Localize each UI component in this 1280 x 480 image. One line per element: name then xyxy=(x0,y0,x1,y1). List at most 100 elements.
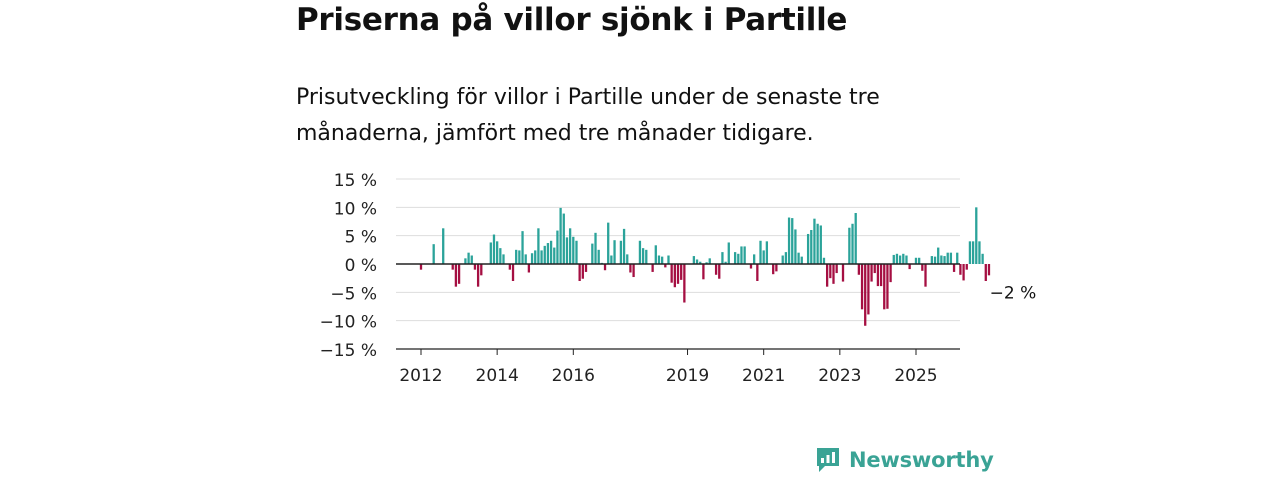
bar xyxy=(714,264,718,275)
bar xyxy=(740,246,743,264)
bar xyxy=(667,255,670,264)
bar xyxy=(727,242,730,264)
bar xyxy=(867,264,870,315)
newsworthy-logo-icon xyxy=(817,448,839,472)
bar xyxy=(753,254,756,264)
bar xyxy=(784,252,788,264)
bar xyxy=(879,264,883,287)
bar xyxy=(921,264,924,271)
bar xyxy=(841,264,845,282)
x-tick-label: 2012 xyxy=(399,366,442,386)
bar xyxy=(797,252,800,264)
bar xyxy=(721,252,724,264)
bar xyxy=(559,207,562,264)
bar xyxy=(594,232,597,264)
bar xyxy=(467,252,470,264)
bar xyxy=(743,246,746,264)
bar xyxy=(949,252,953,264)
bar xyxy=(854,213,857,264)
bar xyxy=(965,264,968,270)
bar xyxy=(857,264,861,275)
bar xyxy=(613,240,616,264)
y-tick-label: −15 % xyxy=(320,341,377,361)
bar xyxy=(832,264,835,284)
page-title: Priserna på villor sjönk i Partille xyxy=(296,2,848,38)
bar xyxy=(825,264,829,287)
bar xyxy=(457,264,461,284)
bar xyxy=(733,252,737,264)
bar xyxy=(975,207,978,264)
bar xyxy=(524,254,527,264)
bar xyxy=(654,245,657,264)
bar xyxy=(940,255,943,264)
bar xyxy=(908,264,911,270)
bar xyxy=(562,213,565,264)
x-tick-label: 2021 xyxy=(742,366,785,386)
bar xyxy=(575,240,578,264)
bar xyxy=(933,256,937,264)
bar xyxy=(676,264,680,284)
bars xyxy=(419,207,991,326)
bar xyxy=(822,257,826,264)
y-tick-label: 0 % xyxy=(345,256,377,276)
bar xyxy=(619,240,623,264)
y-tick-label: −10 % xyxy=(320,313,377,333)
bar xyxy=(924,264,927,287)
bar xyxy=(705,262,708,264)
bar xyxy=(499,248,502,264)
bar xyxy=(724,261,727,264)
bar xyxy=(895,253,899,264)
bar xyxy=(813,218,816,264)
bar xyxy=(892,254,895,264)
bar xyxy=(956,252,959,264)
bar xyxy=(971,241,975,264)
bar xyxy=(451,264,454,270)
bar xyxy=(876,264,880,287)
bar xyxy=(943,256,946,264)
y-tick-label: −5 % xyxy=(330,284,377,304)
bar xyxy=(511,264,515,281)
bar xyxy=(699,261,702,264)
bar xyxy=(819,225,822,264)
bar xyxy=(794,229,797,264)
bar xyxy=(591,243,594,264)
bar xyxy=(661,256,664,264)
bar xyxy=(489,242,492,264)
bar xyxy=(622,228,626,264)
bar xyxy=(473,264,477,270)
bar xyxy=(645,249,648,264)
bar xyxy=(905,255,908,264)
bar xyxy=(800,256,803,264)
bar xyxy=(464,258,467,264)
bar xyxy=(540,250,543,264)
bar xyxy=(657,255,661,264)
bar xyxy=(984,264,987,281)
brand-logo: Newsworthy xyxy=(815,446,994,474)
bar xyxy=(607,222,610,264)
bar xyxy=(787,217,791,264)
bar xyxy=(987,264,991,276)
bar xyxy=(772,264,775,275)
chart-subtitle: Prisutveckling för villor i Partille und… xyxy=(296,85,880,146)
bar xyxy=(521,231,524,264)
bar xyxy=(718,264,721,279)
bar xyxy=(454,264,458,287)
bar xyxy=(851,223,854,264)
bar xyxy=(543,245,546,264)
bar xyxy=(775,264,778,272)
bar xyxy=(670,264,673,283)
bar xyxy=(553,247,556,264)
x-tick-label: 2014 xyxy=(476,366,519,386)
bar xyxy=(442,228,445,264)
bar xyxy=(549,240,553,264)
bar xyxy=(638,240,642,264)
bar xyxy=(556,230,559,264)
bar xyxy=(530,253,534,264)
bar xyxy=(930,256,933,264)
bar xyxy=(816,223,819,264)
bar xyxy=(702,264,705,280)
bar xyxy=(629,264,632,273)
bar xyxy=(756,264,759,281)
x-tick-label: 2019 xyxy=(666,366,709,386)
bar xyxy=(515,249,518,264)
